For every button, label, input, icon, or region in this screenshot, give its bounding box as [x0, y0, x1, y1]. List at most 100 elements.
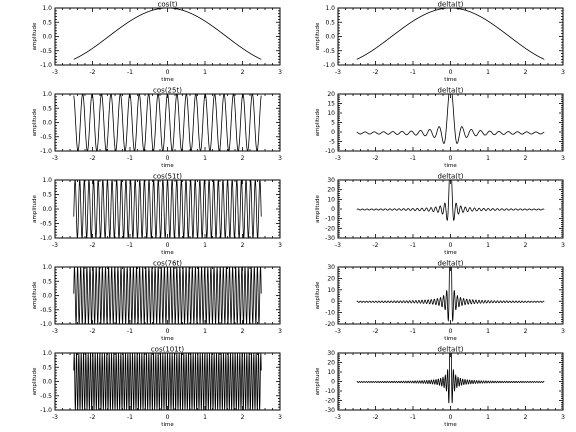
y-tick-label: -1.0: [40, 62, 52, 69]
y-tick-label: -1.0: [40, 321, 52, 328]
y-tick-label: -10: [325, 216, 335, 223]
y-tick-label: 20: [327, 360, 335, 367]
y-axis-label: amplitude: [32, 108, 38, 136]
subplot-title: cos(t): [158, 1, 178, 9]
y-tick-label: -1.0: [40, 148, 52, 155]
x-tick-label: 2: [524, 414, 528, 421]
y-tick-label: -0.5: [40, 134, 52, 141]
plot-frame: [337, 352, 564, 411]
y-tick-label: 0.0: [42, 120, 52, 127]
y-tick-label: 0.5: [325, 19, 335, 26]
y-tick-label: -10: [325, 388, 335, 395]
x-tick-label: 1: [486, 414, 490, 421]
y-tick-label: 10: [327, 369, 335, 376]
x-tick-label: -2: [373, 69, 379, 76]
x-tick-label: -3: [52, 69, 58, 76]
x-tick-label: 0: [166, 155, 170, 162]
series-line: [73, 94, 262, 151]
y-tick-label: 0: [331, 206, 335, 213]
x-tick-label: 0: [166, 69, 170, 76]
x-tick-label: 2: [524, 69, 528, 76]
subplot-title: cos(76t): [153, 260, 182, 268]
x-tick-label: 1: [203, 242, 207, 249]
x-tick-label: 3: [278, 69, 282, 76]
x-tick-label: -3: [335, 155, 341, 162]
y-tick-label: 1.0: [42, 264, 52, 271]
x-tick-label: 2: [241, 414, 245, 421]
y-tick-label: -30: [325, 235, 335, 242]
y-axis-label: amplitude: [32, 22, 38, 50]
subplot: -3 -2 -1 0 1 2 3 -1.0 -0.5 0.0 0.5 1.0 cos(25t) time a…: [32, 87, 282, 170]
x-tick-label: -1: [410, 414, 416, 421]
x-tick-label: -2: [90, 155, 96, 162]
y-tick-label: 0.5: [42, 19, 52, 26]
plot-frame: [337, 93, 564, 152]
series-line: [73, 180, 262, 238]
x-tick-label: 0: [166, 242, 170, 249]
series-line: [356, 353, 545, 404]
x-tick-label: 3: [278, 242, 282, 249]
x-tick-label: 2: [241, 242, 245, 249]
y-axis-label: amplitude: [32, 281, 38, 309]
x-tick-label: 0: [449, 328, 453, 335]
y-tick-label: -5: [329, 139, 335, 146]
y-tick-label: -30: [325, 407, 335, 414]
y-tick-label: -1.0: [40, 407, 52, 414]
x-tick-label: -2: [373, 155, 379, 162]
x-tick-label: 1: [203, 328, 207, 335]
x-tick-label: 1: [203, 414, 207, 421]
x-tick-label: 0: [166, 328, 170, 335]
plot-frame: [337, 7, 564, 66]
y-tick-label: 0.0: [42, 379, 52, 386]
x-tick-label: 1: [203, 69, 207, 76]
subplot-title: delta(t): [438, 173, 464, 181]
x-tick-label: -2: [90, 414, 96, 421]
y-tick-label: 1.0: [42, 177, 52, 184]
y-tick-label: 0.5: [42, 192, 52, 199]
subplot-title: delta(t): [438, 87, 464, 95]
x-tick-label: 3: [561, 242, 565, 249]
series-line: [73, 353, 262, 410]
x-axis-label: time: [161, 163, 174, 169]
x-axis-label: time: [444, 422, 457, 428]
subplot-title: cos(101t): [151, 346, 185, 354]
y-tick-label: -0.5: [40, 221, 52, 228]
subplot: -3 -2 -1 0 1 2 3 -1.0 -0.5 0.0 0.5 1.0 cos(76t) time a…: [32, 260, 282, 343]
plot-frame: [54, 7, 281, 66]
x-axis-label: time: [161, 336, 174, 342]
y-tick-label: 20: [327, 275, 335, 282]
x-tick-label: -3: [335, 242, 341, 249]
x-tick-label: 3: [561, 69, 565, 76]
y-tick-label: -0.5: [323, 48, 335, 55]
x-tick-label: 0: [449, 414, 453, 421]
y-tick-label: 10: [327, 196, 335, 203]
subplot-title: delta(t): [438, 1, 464, 9]
x-tick-label: -1: [410, 328, 416, 335]
x-tick-label: -1: [127, 414, 133, 421]
y-tick-label: 20: [327, 187, 335, 194]
x-tick-label: 0: [449, 242, 453, 249]
y-tick-label: -0.5: [40, 393, 52, 400]
x-axis-label: time: [444, 163, 457, 169]
x-tick-label: 1: [203, 155, 207, 162]
x-tick-label: 3: [278, 328, 282, 335]
x-tick-label: 0: [449, 155, 453, 162]
series-line: [356, 8, 545, 60]
x-tick-label: -2: [90, 242, 96, 249]
x-tick-label: 2: [241, 69, 245, 76]
x-tick-label: -3: [335, 414, 341, 421]
x-tick-label: 2: [241, 155, 245, 162]
y-tick-label: 10: [327, 287, 335, 294]
y-axis-label: amplitude: [32, 194, 38, 222]
y-tick-label: 10: [327, 110, 335, 117]
x-axis-label: time: [161, 77, 174, 83]
x-axis-label: time: [444, 250, 457, 256]
x-tick-label: -3: [52, 328, 58, 335]
x-tick-label: 1: [486, 328, 490, 335]
x-tick-label: 3: [561, 414, 565, 421]
